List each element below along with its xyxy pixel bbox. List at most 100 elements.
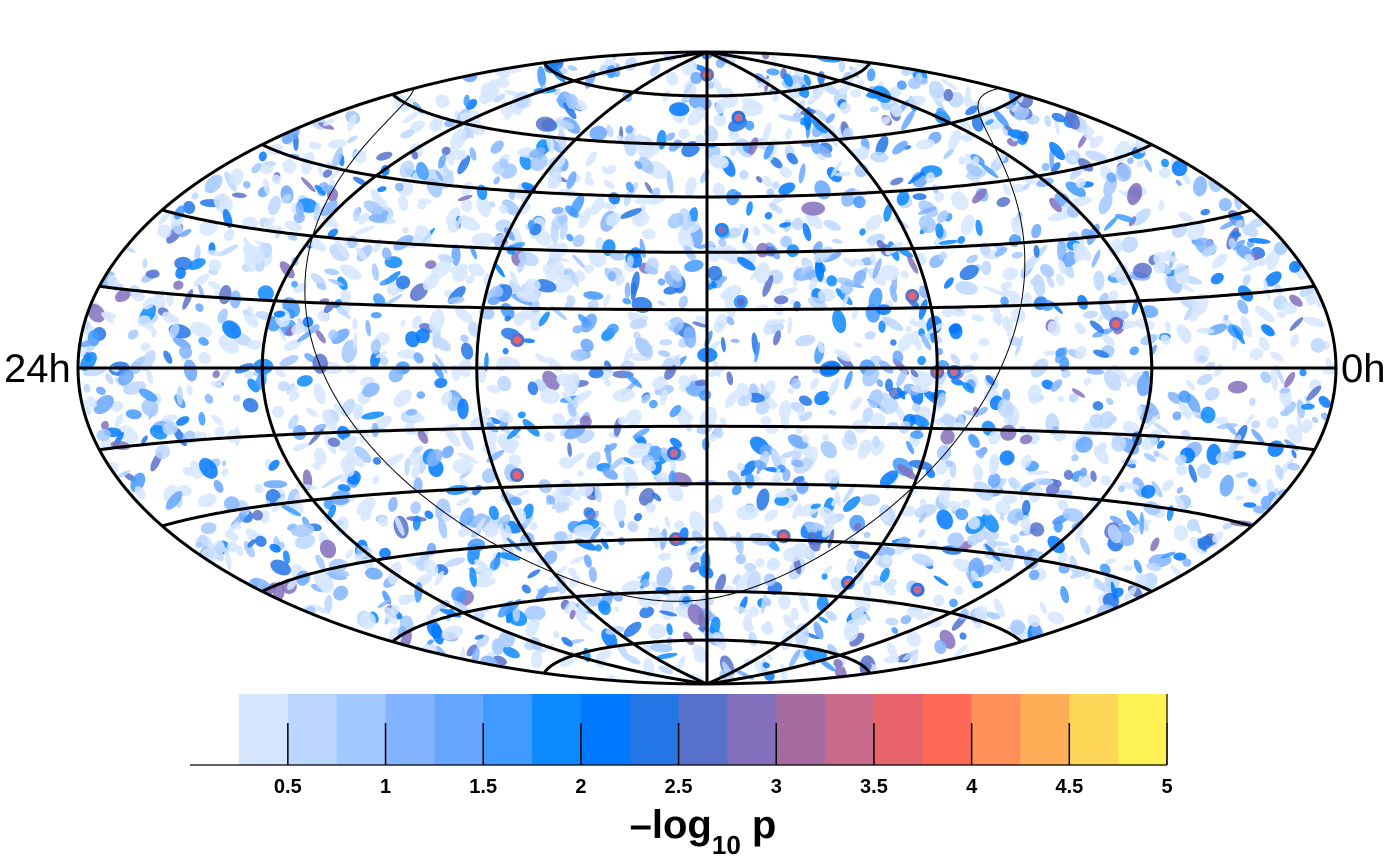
noise-blob [961,499,971,509]
noise-blob [1022,482,1036,490]
noise-blob [1176,324,1192,343]
noise-blob [669,404,682,418]
noise-blob [287,579,297,591]
noise-blob [493,176,501,185]
noise-blob [908,171,925,185]
noise-blob [1151,421,1171,435]
noise-blob [678,295,689,309]
ra-label-right: 0h [1341,347,1386,391]
noise-blob [568,267,579,288]
colorbar-tick-label: 4 [966,776,978,798]
noise-blob [288,414,299,430]
noise-blob [208,259,222,272]
noise-blob [731,484,742,496]
noise-blob [629,318,648,330]
noise-blob [435,94,450,108]
colorbar-title-tail: p [741,803,777,847]
noise-blob [457,155,471,175]
noise-blob [493,93,506,103]
noise-blob [798,589,809,613]
noise-blob [1175,179,1182,186]
noise-blob [1235,219,1244,228]
noise-blob [990,560,1003,574]
noise-blob [978,338,990,347]
noise-blob [991,456,999,472]
noise-blob [263,480,288,489]
noise-blob [907,254,919,274]
noise-blob [882,316,904,332]
noise-blob [911,553,934,567]
noise-blob [1196,373,1213,386]
colorbar-segment [825,694,875,765]
noise-blob [334,238,349,259]
noise-blob [657,300,666,306]
noise-blob [575,611,588,622]
noise-blob [938,251,948,261]
noise-blob [411,464,420,479]
noise-blob [687,604,705,625]
noise-blob [730,338,740,343]
noise-blob [948,129,962,150]
noise-blob [207,280,221,290]
noise-blob [867,268,886,286]
noise-blob [666,170,674,194]
noise-blob [521,584,531,594]
noise-blob [595,236,604,250]
noise-blob [634,197,656,205]
noise-blob [278,328,286,342]
noise-blob [1079,467,1088,477]
noise-blob [742,227,749,244]
noise-blob [370,189,383,205]
noise-blob [1182,558,1192,567]
noise-blob [831,238,843,244]
noise-blob [1176,464,1188,476]
colorbar-tick-label: 5 [1161,776,1172,798]
noise-blob [765,318,786,325]
noise-blob [337,484,351,492]
noise-blob [843,257,856,267]
noise-blob [746,201,753,216]
noise-blob [497,375,512,392]
noise-blob [169,323,180,338]
noise-blob [615,274,625,286]
noise-blob [1266,416,1279,429]
noise-blob [519,513,534,532]
noise-blob [529,521,538,531]
noise-blob [1144,159,1153,173]
noise-blob [145,269,160,279]
noise-blob [763,573,776,587]
noise-blob [1220,220,1238,230]
noise-blob [825,113,836,124]
noise-blob [752,226,761,237]
noise-blob [294,533,316,550]
noise-blob [1216,423,1238,430]
noise-blob [327,437,341,447]
noise-blob [565,205,579,218]
noise-blob [1129,346,1139,356]
noise-blob [1098,411,1115,429]
hotspot [513,471,522,480]
noise-blob [692,321,708,328]
noise-blob [328,138,347,149]
noise-blob [354,446,372,463]
noise-blob [940,429,955,445]
noise-blob [268,195,281,216]
noise-blob [373,293,386,307]
noise-blob [943,277,954,289]
noise-blob [1083,573,1091,580]
noise-blob [115,288,131,303]
noise-blob [337,276,348,291]
noise-blob [273,310,286,318]
noise-blob [780,235,792,248]
noise-blob [726,371,734,386]
noise-blob [322,409,337,431]
noise-blob [613,498,627,522]
noise-blob [810,377,819,390]
noise-blob [622,457,635,464]
noise-blob [1279,387,1291,394]
colorbar-tick-label: 2.5 [665,776,693,798]
noise-blob [1176,486,1184,494]
noise-blob [1000,281,1013,291]
noise-blob [658,350,671,357]
noise-blob [313,423,327,433]
